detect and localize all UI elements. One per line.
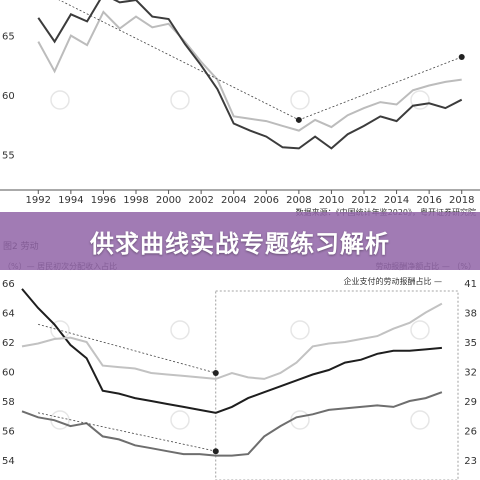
watermark-mark-2 xyxy=(290,90,310,110)
c1-xtick-label-12: 2016 xyxy=(416,195,441,206)
watermark-mark-6 xyxy=(290,320,310,340)
c1-ytick-label-1: 60 xyxy=(2,91,15,102)
c1-xtick-label-11: 2014 xyxy=(384,195,409,206)
watermark-mark-10 xyxy=(290,410,310,430)
c2-ytick-left-label-1: 56 xyxy=(2,427,15,438)
c1-xtick-label-7: 2006 xyxy=(254,195,279,206)
c1-trend-line-0 xyxy=(58,0,300,121)
c2-trend-line-0 xyxy=(37,323,216,374)
c1-xtick-label-9: 2010 xyxy=(319,195,344,206)
watermark-mark-9 xyxy=(170,410,190,430)
c2-ytick-left-label-3: 60 xyxy=(2,368,15,379)
watermark-mark-5 xyxy=(170,320,190,340)
c1-marker-dot-1 xyxy=(458,54,465,60)
c1-ytick-label-2: 65 xyxy=(2,32,15,43)
watermark-mark-3 xyxy=(410,90,430,110)
watermark-mark-0 xyxy=(50,90,70,110)
c1-xtick-label-8: 2008 xyxy=(286,195,311,206)
watermark-mark-1 xyxy=(170,90,190,110)
c1-xtick-label-3: 1998 xyxy=(123,195,148,206)
c2-ytick-right-label-5: 38 xyxy=(464,308,477,319)
c1-series-line-1 xyxy=(37,0,463,150)
c2-ytick-right-label-4: 35 xyxy=(464,338,477,349)
c2-highlight-box xyxy=(215,290,459,480)
c1-xtick-label-1: 1994 xyxy=(58,195,83,206)
watermark-mark-7 xyxy=(410,320,430,340)
c1-xtick-label-2: 1996 xyxy=(91,195,116,206)
c2-ytick-left-label-0: 54 xyxy=(2,456,15,467)
c2-ytick-right-label-0: 23 xyxy=(464,456,477,467)
c1-series-line-0 xyxy=(37,10,462,132)
c2-ytick-left-label-6: 66 xyxy=(2,279,15,290)
c2-ytick-left-label-4: 62 xyxy=(2,338,15,349)
title-band xyxy=(0,212,480,270)
c2-ytick-right-label-1: 26 xyxy=(464,427,477,438)
c2-ytick-left-label-2: 58 xyxy=(2,397,15,408)
c2-series-line-1 xyxy=(21,302,443,380)
c1-xtick-label-13: 2018 xyxy=(449,195,474,206)
c1-marker-dot-0 xyxy=(295,116,302,123)
c2-series-line-0 xyxy=(21,288,442,414)
c2-marker-dot-1 xyxy=(212,448,219,455)
c1-xtick-label-5: 2002 xyxy=(188,195,213,206)
c2-right-axis-label2: 企业支付的劳动报酬占比 — xyxy=(343,276,442,286)
c2-ytick-right-label-3: 32 xyxy=(464,368,477,379)
c2-series-line-2 xyxy=(21,391,443,457)
c1-xtick-label-4: 2000 xyxy=(156,195,181,206)
c2-ytick-right-label-2: 29 xyxy=(464,397,477,408)
c1-ytick-label-0: 55 xyxy=(2,150,15,161)
c2-marker-dot-0 xyxy=(212,369,219,376)
banner-title: 供求曲线实战专题练习解析 xyxy=(90,230,390,258)
c2-ytick-left-label-5: 64 xyxy=(2,308,15,319)
c1-xtick-label-6: 2004 xyxy=(221,195,246,206)
watermark-mark-11 xyxy=(410,410,430,430)
c2-ytick-right-label-6: 41 xyxy=(464,279,477,290)
c1-xtick-label-0: 1992 xyxy=(26,195,51,206)
c1-trend-line-1 xyxy=(298,56,462,121)
c1-xtick-label-10: 2012 xyxy=(351,195,376,206)
